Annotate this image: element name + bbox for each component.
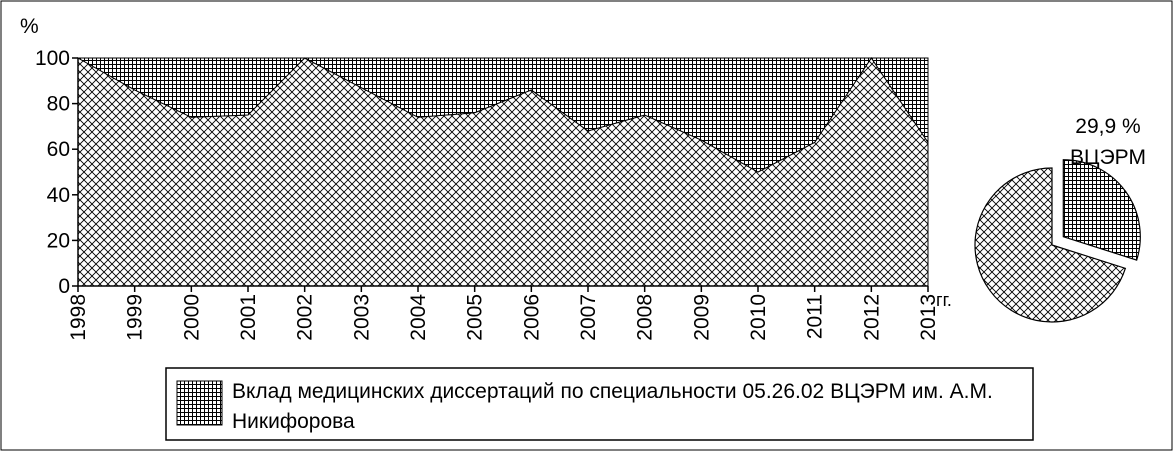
legend-box [165, 367, 1034, 441]
y-tick-label: 0 [58, 275, 70, 298]
x-tick-label: 2006 [520, 294, 543, 341]
area [76, 57, 929, 173]
x-tick-label: 2007 [577, 294, 600, 341]
x-tick-label: 2012 [860, 294, 883, 341]
x-tick-label: 2000 [180, 294, 203, 341]
x-tick-label: 2008 [634, 294, 657, 341]
y-tick-label: 40 [47, 184, 70, 207]
x-tick-label: 2010 [747, 294, 770, 341]
pie-value-label: 29,9 % [1075, 115, 1140, 138]
pie-slice [974, 167, 1127, 323]
x-tick-label: 2011 [804, 294, 827, 339]
x-tick-label: 2002 [294, 294, 317, 341]
y-tick-label: 100 [35, 47, 70, 70]
y-tick-label: 20 [47, 229, 70, 252]
x-tick-label: 2009 [690, 294, 713, 341]
y-tick-label: 60 [47, 138, 70, 161]
pie-category-label: ВЦЭРМ [1070, 146, 1146, 169]
x-tick-label: 2013 [917, 294, 940, 341]
x-axis-unit: гг. [936, 290, 952, 310]
x-tick-label: 2004 [407, 294, 430, 341]
y-axis-label: % [20, 15, 39, 38]
pie-slice [1062, 159, 1141, 261]
x-tick-label: 1999 [124, 294, 147, 341]
x-tick-label: 2001 [237, 294, 260, 341]
x-tick-label: 2005 [464, 294, 487, 341]
x-tick-label: 2003 [350, 294, 373, 341]
legend-swatch [176, 380, 223, 426]
y-tick-label: 80 [47, 93, 70, 116]
legend-label: Вклад медицинских диссертаций по специал… [232, 380, 993, 433]
x-tick-label: 1998 [67, 294, 90, 341]
